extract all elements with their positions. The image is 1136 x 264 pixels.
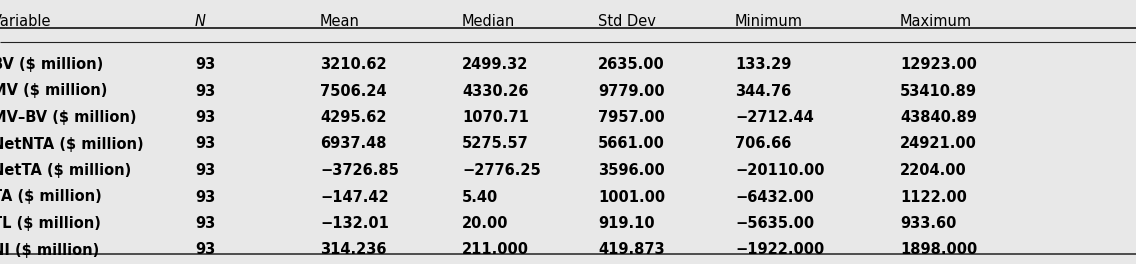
Text: 1898.000: 1898.000 <box>900 243 977 257</box>
Text: 93: 93 <box>195 190 215 205</box>
Text: 933.60: 933.60 <box>900 216 957 231</box>
Text: NetNTA ($ million): NetNTA ($ million) <box>0 136 143 152</box>
Text: 1070.71: 1070.71 <box>462 110 529 125</box>
Text: Median: Median <box>462 14 516 29</box>
Text: 4330.26: 4330.26 <box>462 83 528 98</box>
Text: 919.10: 919.10 <box>598 216 654 231</box>
Text: −20110.00: −20110.00 <box>735 163 825 178</box>
Text: −5635.00: −5635.00 <box>735 216 815 231</box>
Text: 43840.89: 43840.89 <box>900 110 977 125</box>
Text: 419.873: 419.873 <box>598 243 665 257</box>
Text: −1922.000: −1922.000 <box>735 243 825 257</box>
Text: 2499.32: 2499.32 <box>462 57 528 72</box>
Text: 9779.00: 9779.00 <box>598 83 665 98</box>
Text: 93: 93 <box>195 83 215 98</box>
Text: 93: 93 <box>195 243 215 257</box>
Text: NetTA ($ million): NetTA ($ million) <box>0 163 132 178</box>
Text: 5661.00: 5661.00 <box>598 136 665 152</box>
Text: TA ($ million): TA ($ million) <box>0 190 102 205</box>
Text: 5.40: 5.40 <box>462 190 499 205</box>
Text: −3726.85: −3726.85 <box>320 163 399 178</box>
Text: 3596.00: 3596.00 <box>598 163 665 178</box>
Text: Maximum: Maximum <box>900 14 972 29</box>
Text: 1122.00: 1122.00 <box>900 190 967 205</box>
Text: 314.236: 314.236 <box>320 243 386 257</box>
Text: Mean: Mean <box>320 14 360 29</box>
Text: 24921.00: 24921.00 <box>900 136 977 152</box>
Text: 1001.00: 1001.00 <box>598 190 665 205</box>
Text: MV ($ million): MV ($ million) <box>0 83 108 98</box>
Text: 706.66: 706.66 <box>735 136 792 152</box>
Text: MV–BV ($ million): MV–BV ($ million) <box>0 110 136 125</box>
Text: 2635.00: 2635.00 <box>598 57 665 72</box>
Text: 5275.57: 5275.57 <box>462 136 528 152</box>
Text: 12923.00: 12923.00 <box>900 57 977 72</box>
Text: −6432.00: −6432.00 <box>735 190 813 205</box>
Text: Std Dev: Std Dev <box>598 14 655 29</box>
Text: −147.42: −147.42 <box>320 190 389 205</box>
Text: 20.00: 20.00 <box>462 216 509 231</box>
Text: −2776.25: −2776.25 <box>462 163 541 178</box>
Text: TL ($ million): TL ($ million) <box>0 216 101 231</box>
Text: BV ($ million): BV ($ million) <box>0 57 103 72</box>
Text: 93: 93 <box>195 110 215 125</box>
Text: 3210.62: 3210.62 <box>320 57 386 72</box>
Text: 7506.24: 7506.24 <box>320 83 386 98</box>
Text: 211.000: 211.000 <box>462 243 529 257</box>
Text: NI ($ million): NI ($ million) <box>0 243 99 257</box>
Text: 344.76: 344.76 <box>735 83 792 98</box>
Text: 7957.00: 7957.00 <box>598 110 665 125</box>
Text: 93: 93 <box>195 136 215 152</box>
Text: N: N <box>195 14 206 29</box>
Text: Variable: Variable <box>0 14 51 29</box>
Text: −132.01: −132.01 <box>320 216 389 231</box>
Text: 133.29: 133.29 <box>735 57 792 72</box>
Text: 4295.62: 4295.62 <box>320 110 386 125</box>
Text: 93: 93 <box>195 57 215 72</box>
Text: 93: 93 <box>195 216 215 231</box>
Text: 2204.00: 2204.00 <box>900 163 967 178</box>
Text: 93: 93 <box>195 163 215 178</box>
Text: 6937.48: 6937.48 <box>320 136 386 152</box>
Text: −2712.44: −2712.44 <box>735 110 813 125</box>
Text: 53410.89: 53410.89 <box>900 83 977 98</box>
Text: Minimum: Minimum <box>735 14 803 29</box>
